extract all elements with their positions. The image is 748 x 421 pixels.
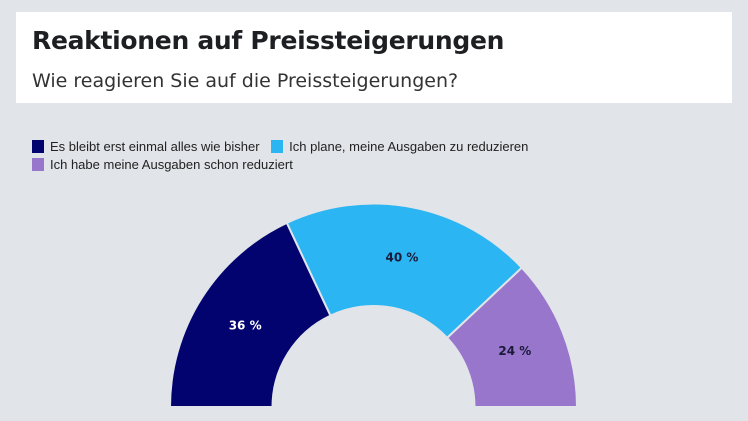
legend-label: Ich plane, meine Ausgaben zu reduzieren	[289, 139, 529, 154]
chart-title: Reaktionen auf Preissteigerungen	[32, 26, 505, 55]
legend: Es bleibt erst einmal alles wie bisher I…	[32, 138, 592, 174]
legend-swatch	[32, 140, 44, 153]
data-label: 36 %	[229, 319, 262, 333]
chart-subtitle: Wie reagieren Sie auf die Preissteigerun…	[32, 70, 459, 92]
legend-label: Ich habe meine Ausgaben schon reduziert	[50, 157, 293, 172]
donut-slice	[285, 202, 524, 340]
legend-item-plan-reduce: Ich plane, meine Ausgaben zu reduzieren	[271, 138, 528, 155]
legend-item-already-reduced: Ich habe meine Ausgaben schon reduziert	[32, 156, 293, 173]
legend-item-unchanged: Es bleibt erst einmal alles wie bisher	[32, 138, 260, 155]
legend-label: Es bleibt erst einmal alles wie bisher	[50, 139, 260, 154]
data-label: 40 %	[386, 251, 419, 265]
header-card: Reaktionen auf Preissteigerungen Wie rea…	[16, 12, 732, 103]
legend-swatch	[271, 140, 284, 153]
legend-swatch	[32, 158, 44, 171]
donut-slice	[445, 266, 579, 408]
data-label: 24 %	[498, 344, 531, 358]
donut-slice	[168, 221, 332, 408]
